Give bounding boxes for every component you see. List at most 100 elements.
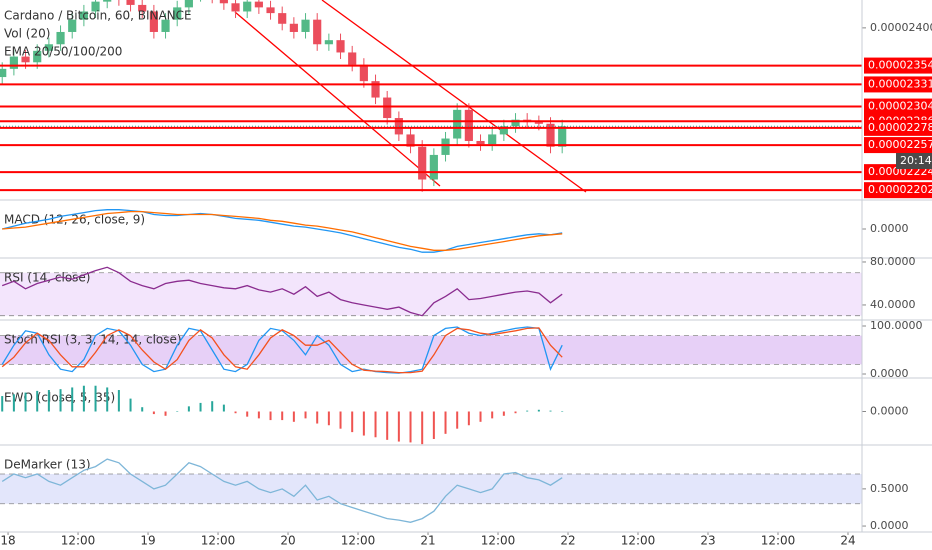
x-tick-label: 12:00 (201, 534, 236, 548)
candle-body (126, 0, 135, 5)
level-label: 0.00002331 (868, 77, 932, 90)
candle-body (79, 11, 88, 20)
series-line (1, 266, 563, 317)
histogram-bar (234, 411, 237, 414)
histogram-bar (491, 411, 494, 419)
candle-body (103, 0, 112, 2)
panes: 0.00002400 Cardano / Bitcoin, 60, BINANCE… (0, 9, 932, 548)
candle-body (383, 97, 392, 119)
series-line (1, 458, 563, 523)
candle-body (301, 19, 310, 32)
histogram-bar (351, 411, 354, 433)
histogram-bar (222, 404, 225, 412)
countdown-box (896, 153, 932, 169)
histogram-bar (549, 410, 552, 412)
candle-body (9, 56, 18, 69)
candle-body (499, 126, 508, 135)
trend-line (321, 0, 587, 193)
x-tick-label: 12:00 (341, 534, 376, 548)
histogram-bar (141, 407, 144, 412)
histogram-bar (444, 411, 447, 434)
candle-body (558, 126, 567, 147)
x-tick-label: 20 (280, 534, 295, 548)
series-line (1, 327, 563, 374)
histogram-bar (467, 411, 470, 426)
histogram-bar (176, 411, 179, 412)
series-line (1, 326, 563, 374)
level-label-box (864, 137, 932, 154)
y-tick-label: 0.0000 (870, 222, 909, 235)
level-label: 0.00002304 (868, 100, 932, 113)
candle-body (254, 1, 263, 8)
histogram-bar (211, 401, 214, 412)
candle-body (313, 19, 322, 45)
histogram-bar (514, 411, 517, 414)
candle-body (219, 0, 228, 4)
y-tick-label: 0.0000 (870, 519, 909, 532)
band (0, 474, 862, 504)
level-label: 0.00002202 (868, 183, 932, 196)
histogram-bar (281, 411, 284, 421)
histogram-bar (59, 389, 62, 412)
histogram-bar (164, 411, 167, 416)
trend-line (234, 11, 441, 187)
candle-body (534, 122, 543, 124)
histogram-bar (292, 411, 295, 422)
histogram-bar (106, 387, 109, 412)
level-label: 0.00002354 (868, 59, 932, 72)
x-tick-label: 12:00 (621, 534, 656, 548)
candle-body (488, 134, 497, 145)
histogram-bar (316, 411, 319, 424)
candle-body (429, 154, 438, 180)
histogram-bar (257, 411, 260, 419)
candle-body (453, 109, 462, 139)
band (0, 272, 862, 316)
histogram-bar (421, 411, 424, 445)
candle-body (56, 31, 65, 45)
candle-body (406, 134, 415, 147)
candle-body (91, 1, 100, 12)
histogram-bar (12, 394, 15, 412)
pane-title: Stoch RSI (3, 3, 14, 14, close) (4, 333, 182, 347)
pane-title: Cardano / Bitcoin, 60, BINANCE (4, 9, 192, 23)
histogram-bar (537, 409, 540, 412)
x-tick-label: 12:00 (761, 534, 796, 548)
candle-body (394, 118, 403, 135)
candle-body (546, 123, 555, 147)
main-pane (0, 0, 862, 193)
level-label-box (864, 119, 932, 136)
histogram-bar (374, 411, 377, 438)
y-tick-label: 80.0000 (870, 255, 916, 268)
x-tick-label: 23 (700, 534, 715, 548)
histogram-bar (1, 396, 4, 412)
level-label-box (864, 182, 932, 199)
candle-body (464, 109, 473, 141)
candle-body (138, 4, 147, 12)
pane-title: DeMarker (13) (4, 458, 91, 472)
candle-body (336, 40, 345, 53)
x-tick-label: 22 (560, 534, 575, 548)
histogram-bar (199, 402, 202, 412)
level-label: 0.00002278 (868, 121, 932, 134)
candle-body (149, 11, 158, 32)
y-tick-label: 40.0000 (870, 298, 916, 311)
histogram-bar (432, 411, 435, 439)
histogram-bar (129, 398, 132, 412)
candle-body (278, 13, 287, 24)
candle-body (161, 19, 170, 32)
histogram-bar (456, 411, 459, 429)
candle-body (21, 56, 30, 63)
histogram-bar (187, 406, 190, 412)
candle-body (0, 68, 7, 78)
candle-body (44, 44, 53, 51)
histogram-bar (526, 410, 529, 412)
candle-body (359, 64, 368, 82)
countdown: 20:14 (900, 154, 932, 167)
histogram-bar (269, 411, 272, 421)
y-tick-label: 0.0000 (870, 405, 909, 418)
y-tick-label: 0.0000 (870, 367, 909, 380)
y-tick-label: 0.5000 (870, 482, 909, 495)
histogram-bar (47, 390, 50, 412)
histogram-bar (94, 385, 97, 412)
histogram-bar (152, 411, 155, 415)
